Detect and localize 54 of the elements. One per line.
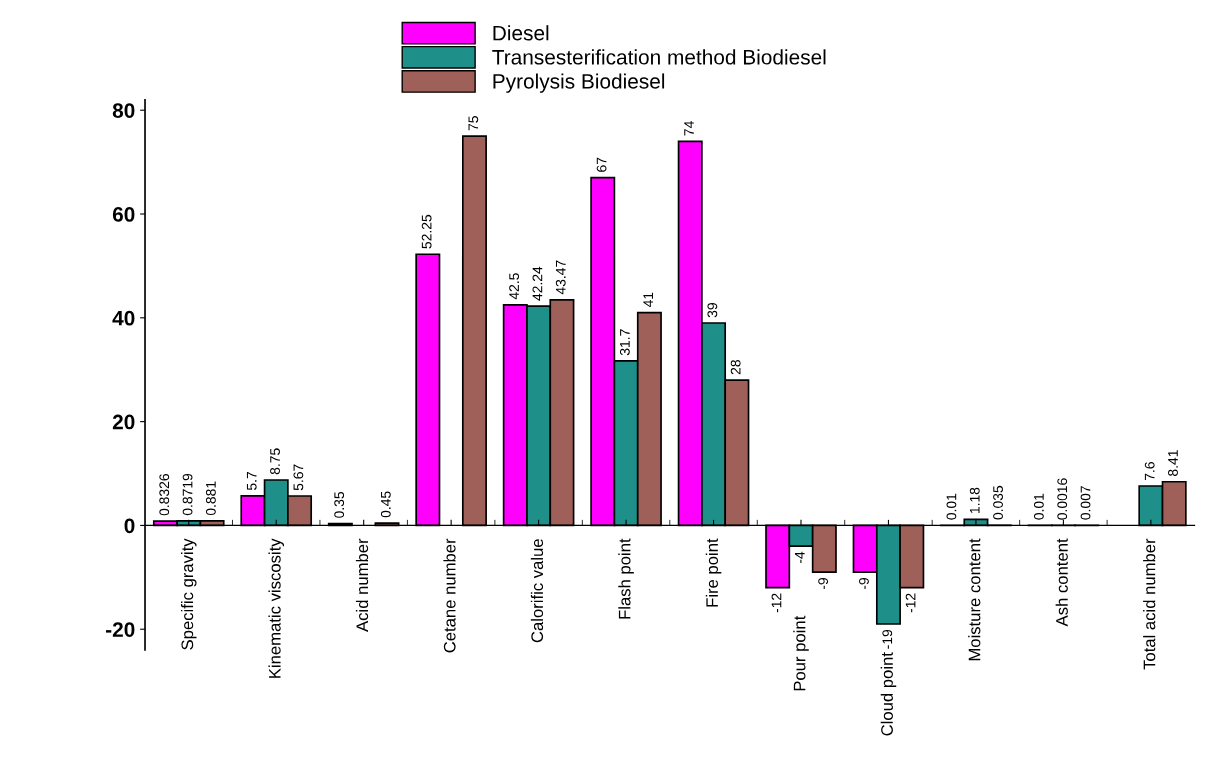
data-label: 0.8326 [159, 474, 170, 516]
data-label: 52.25 [421, 214, 432, 249]
data-label: 0.0016 [1057, 478, 1068, 520]
data-label: -9 [818, 577, 829, 590]
x-tick-label: Acid number [355, 538, 369, 632]
data-label: 67 [596, 157, 607, 172]
data-label: 42.5 [509, 273, 520, 300]
data-label: 28 [730, 360, 741, 375]
legend-label: Diesel [493, 25, 549, 41]
y-tick-label: 40 [112, 310, 135, 326]
y-tick-label: 20 [112, 414, 135, 430]
data-label: 75 [468, 116, 479, 131]
data-label: 1.18 [969, 487, 980, 514]
x-tick-label: Moisture content [968, 538, 981, 661]
x-tick-label: Kinematic viscosity [268, 538, 284, 678]
data-label: -12 [905, 593, 916, 613]
legend-label: Pyrolysis Biodiesel [493, 73, 665, 93]
y-tick-label: 80 [112, 103, 135, 118]
data-label: 31.7 [619, 329, 630, 356]
data-label: 0.45 [380, 491, 391, 518]
data-label: 8.75 [270, 448, 280, 475]
data-label: 8.41 [1168, 450, 1178, 476]
legend-label: Transesterification method Biodiesel [492, 49, 826, 65]
x-tick-label: Cetane number [443, 538, 456, 653]
data-label: -4 [795, 551, 805, 564]
y-tick-label: 0 [124, 518, 135, 534]
data-label: 0.8719 [182, 473, 193, 516]
data-label: 39 [707, 303, 718, 318]
data-label: -12 [771, 593, 782, 613]
data-label: 5.7 [246, 472, 257, 491]
x-tick-label: Fire point [705, 538, 722, 607]
data-label: 5.67 [293, 464, 304, 491]
data-label: 41 [643, 292, 653, 308]
x-tick-label: Pour point [793, 615, 809, 691]
data-label: 74 [684, 121, 694, 136]
data-label: 42.24 [532, 266, 543, 301]
data-label: 0.01 [1033, 493, 1044, 520]
data-label: 0.007 [1080, 486, 1091, 520]
x-tick-label: Cloud point [880, 652, 897, 736]
data-label: -9 [859, 577, 869, 590]
data-label: 0.35 [334, 491, 345, 518]
data-label: 0.01 [946, 493, 957, 520]
x-tick-label: Calorific value [530, 539, 544, 643]
x-tick-label: Total acid number [1143, 538, 1156, 670]
data-label: 0.881 [205, 481, 216, 516]
x-tick-label: Specific gravity [180, 538, 197, 650]
data-label: 7.6 [1144, 462, 1155, 481]
x-tick-label: Flash point [618, 538, 634, 619]
y-tick-label: -20 [106, 622, 135, 637]
y-tick-label: 60 [112, 207, 135, 222]
data-label: 0.035 [993, 485, 1003, 520]
data-label: -19 [882, 629, 893, 649]
data-label: 43.47 [555, 260, 566, 295]
x-tick-label: Ash content [1055, 538, 1068, 627]
